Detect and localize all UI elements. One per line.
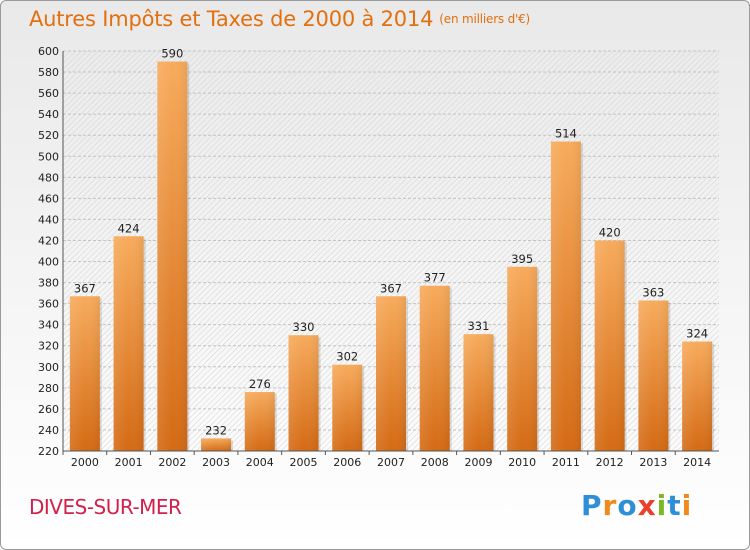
y-tick-label: 260 — [38, 403, 59, 416]
x-tick-label: 2012 — [596, 456, 624, 469]
bar-shine — [157, 61, 188, 452]
bar-value-label: 363 — [642, 285, 664, 299]
bar-shine — [332, 364, 363, 451]
x-tick-label: 2005 — [290, 456, 318, 469]
bar-shine — [288, 335, 319, 451]
y-tick-label: 600 — [38, 45, 59, 58]
y-tick-label: 240 — [38, 424, 59, 437]
bar-value-label: 395 — [511, 252, 533, 266]
bar-value-label: 331 — [467, 319, 489, 333]
bar-value-label: 424 — [118, 221, 140, 235]
y-tick-label: 220 — [38, 445, 59, 458]
bar-shine — [507, 266, 538, 451]
y-tick-label: 500 — [38, 150, 59, 163]
bar-value-label: 276 — [249, 377, 271, 391]
x-tick-label: 2008 — [421, 456, 449, 469]
y-tick-label: 540 — [38, 108, 59, 121]
bar-shine — [69, 296, 100, 451]
bar-shine — [419, 285, 450, 451]
y-tick-label: 280 — [38, 382, 59, 395]
bar-value-label: 514 — [555, 127, 577, 141]
bar-value-label: 302 — [336, 350, 358, 364]
x-tick-label: 2011 — [552, 456, 580, 469]
y-tick-label: 480 — [38, 171, 59, 184]
y-tick-label: 440 — [38, 213, 59, 226]
y-tick-label: 300 — [38, 361, 59, 374]
y-tick-label: 520 — [38, 129, 59, 142]
y-tick-label: 560 — [38, 87, 59, 100]
y-tick-label: 320 — [38, 340, 59, 353]
chart-title: Autres Impôts et Taxes de 2000 à 2014 (en… — [29, 7, 530, 31]
bar-value-label: 377 — [424, 271, 446, 285]
x-tick-label: 2007 — [377, 456, 405, 469]
proxiti-logo: Proxiti — [581, 489, 693, 522]
y-tick-label: 460 — [38, 192, 59, 205]
x-tick-label: 2001 — [115, 456, 143, 469]
chart-title-text: Autres Impôts et Taxes de 2000 à 2014 — [29, 7, 434, 31]
bar-shine — [638, 300, 669, 451]
y-tick-label: 380 — [38, 277, 59, 290]
bar-shine — [463, 334, 494, 451]
bar-value-label: 367 — [380, 281, 402, 295]
x-tick-label: 2013 — [639, 456, 667, 469]
bar-shine — [244, 392, 275, 451]
chart-unit: (en milliers d'€) — [439, 12, 531, 26]
bar-value-label: 420 — [599, 225, 621, 239]
y-tick-label: 580 — [38, 66, 59, 79]
bar-value-label: 590 — [161, 47, 183, 61]
x-tick-label: 2004 — [246, 456, 274, 469]
x-tick-label: 2003 — [202, 456, 230, 469]
bar-shine — [682, 341, 713, 451]
bar-shine — [376, 296, 406, 451]
y-tick-label: 360 — [38, 298, 59, 311]
x-tick-label: 2006 — [333, 456, 361, 469]
y-tick-label: 340 — [38, 319, 59, 332]
bar-value-label: 232 — [205, 423, 227, 437]
x-tick-label: 2009 — [464, 456, 492, 469]
bar-value-label: 367 — [74, 281, 96, 295]
bar-value-label: 330 — [293, 320, 315, 334]
x-tick-label: 2002 — [158, 456, 186, 469]
x-tick-label: 2010 — [508, 456, 536, 469]
city-name: DIVES-SUR-MER — [29, 495, 182, 519]
bar-value-label: 324 — [686, 327, 708, 341]
bar-shine — [113, 236, 144, 451]
bar-shine — [201, 438, 232, 451]
x-tick-label: 2000 — [71, 456, 99, 469]
bar-shine — [594, 240, 625, 451]
bar-shine — [550, 141, 581, 452]
y-tick-label: 400 — [38, 256, 59, 269]
y-tick-label: 420 — [38, 234, 59, 247]
x-tick-label: 2014 — [683, 456, 711, 469]
